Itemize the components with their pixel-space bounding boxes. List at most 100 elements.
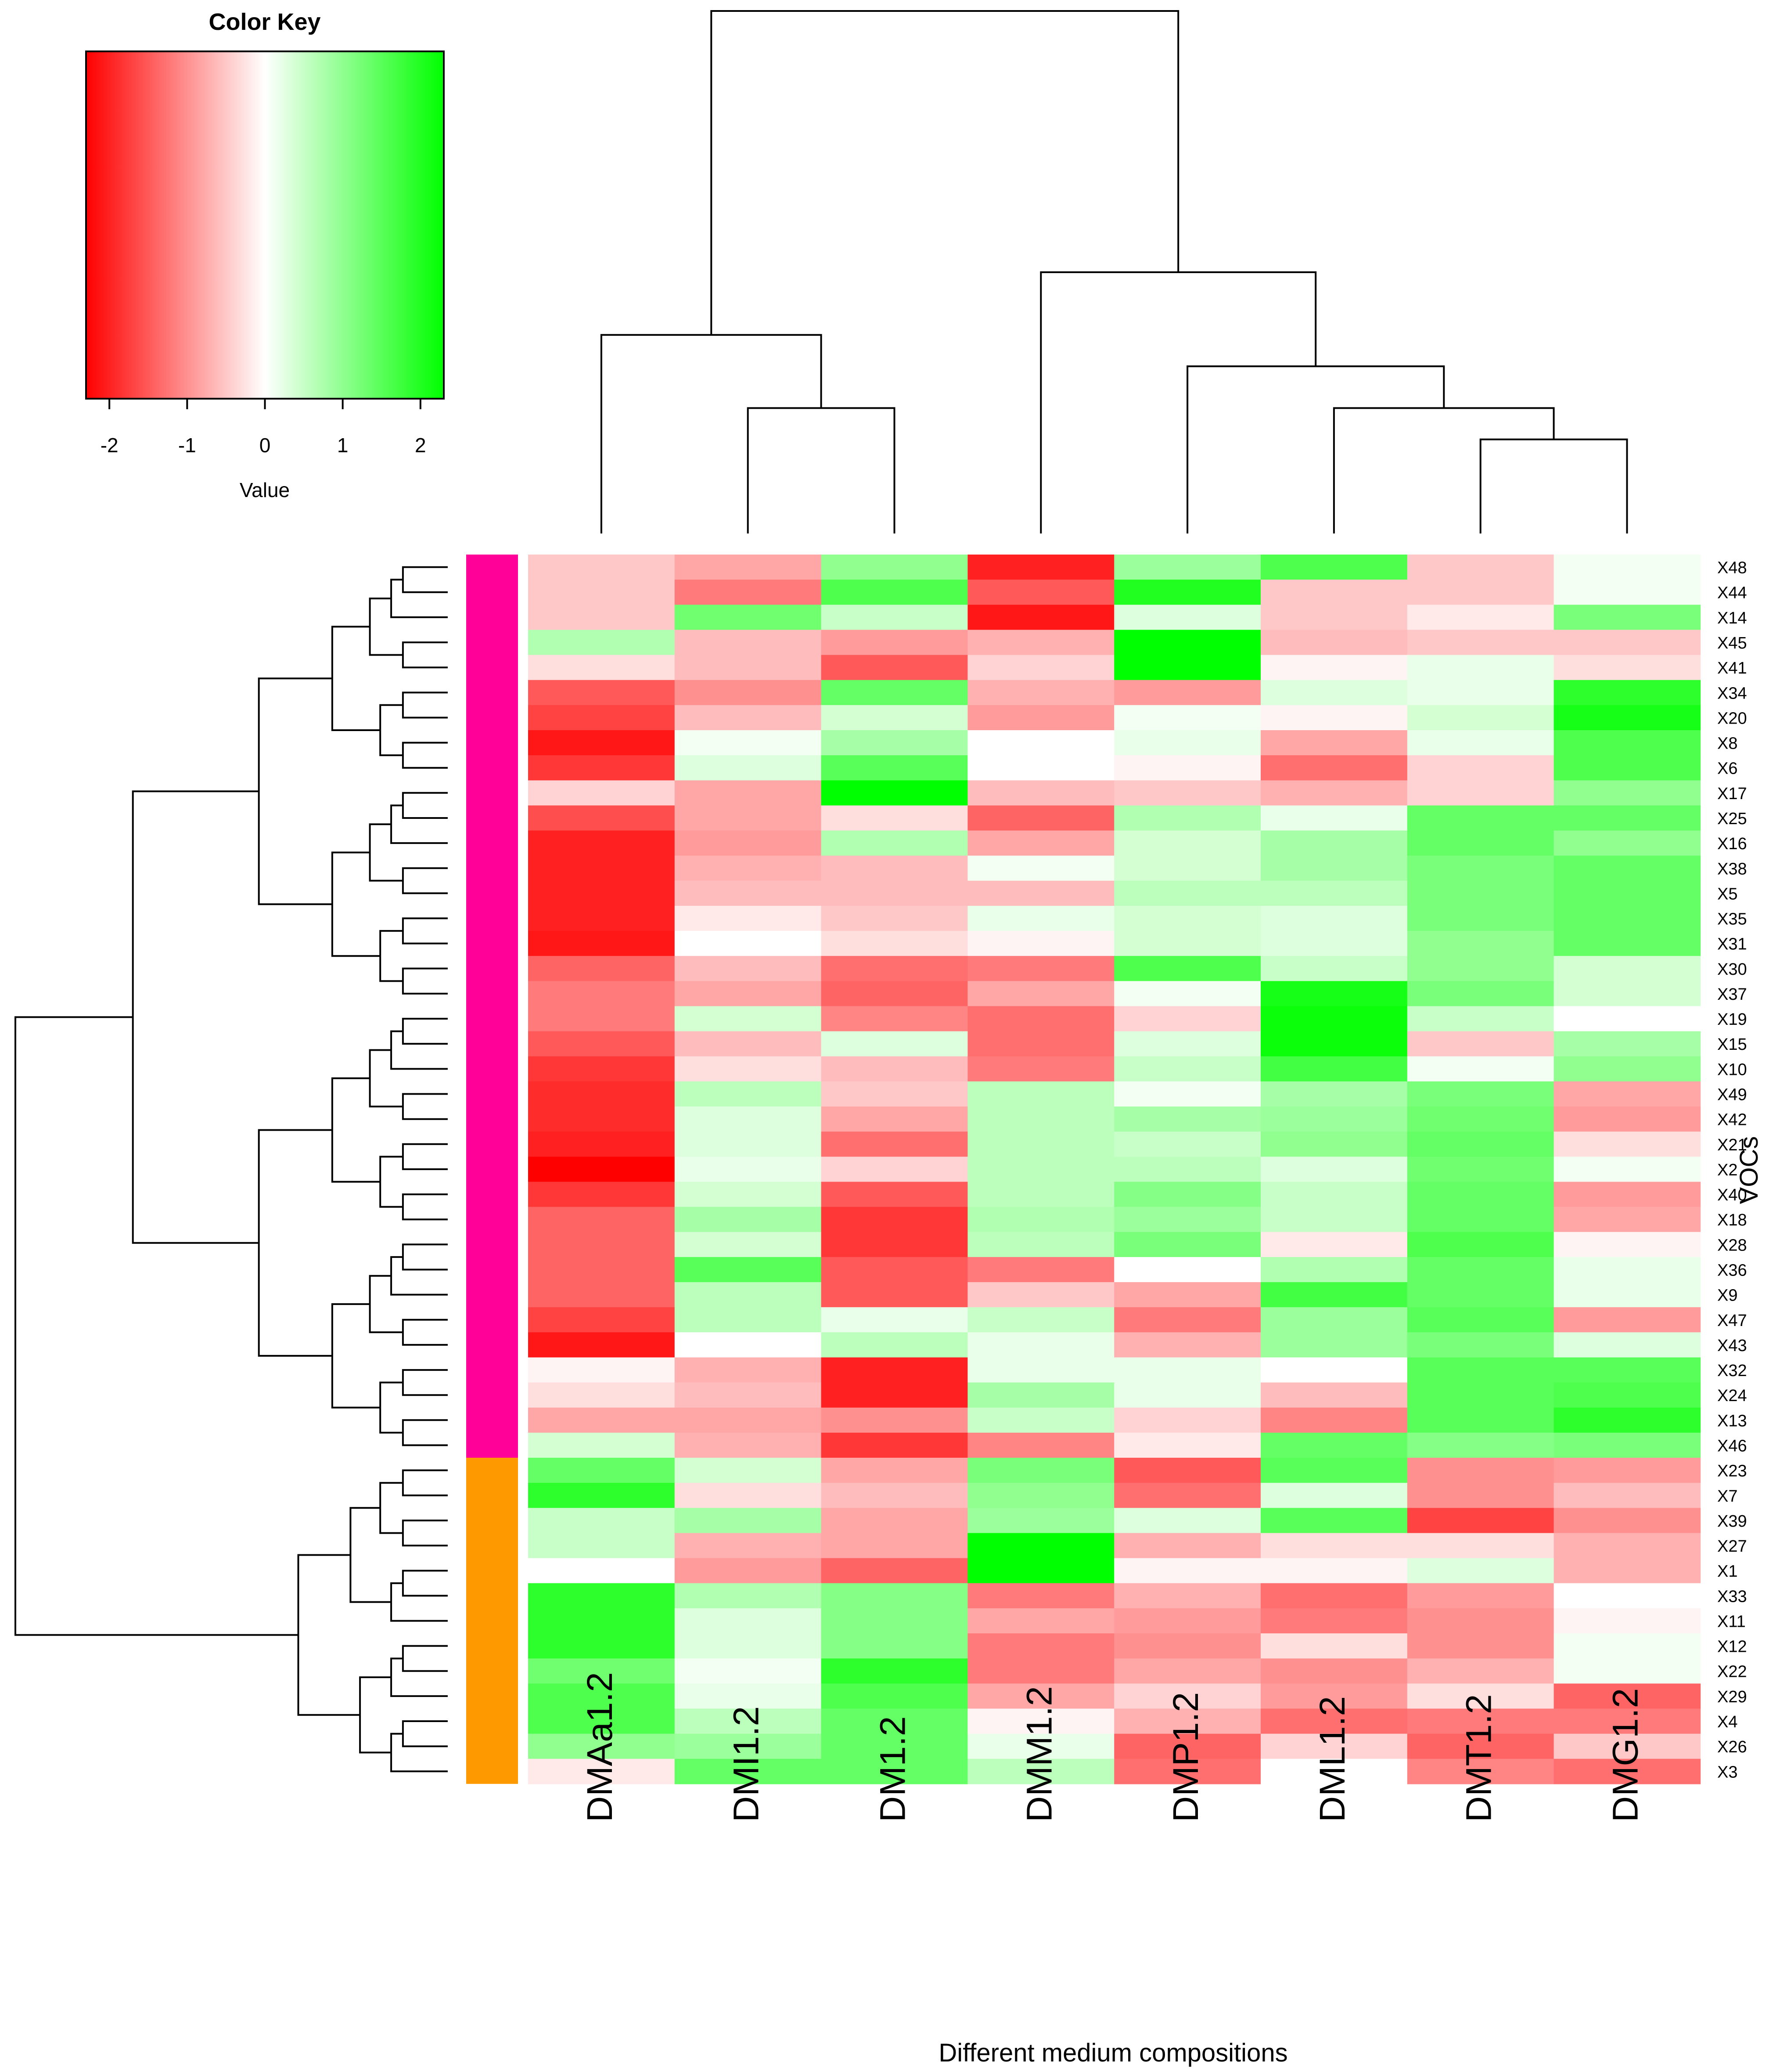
heatmap-cell-X46-DMT1.2: [1407, 1432, 1554, 1458]
heatmap-cell-X19-DM1.2: [821, 1006, 968, 1032]
heatmap-cell-X39-DMT1.2: [1407, 1508, 1554, 1534]
heatmap-cell-X47-DM1.2: [821, 1307, 968, 1333]
heatmap-cell-X29-DMAa1.2: [528, 1683, 675, 1709]
heatmap-cell-X40-DMG1.2: [1553, 1182, 1701, 1207]
heatmap-cell-X10-DMAa1.2: [528, 1056, 675, 1082]
color-key-tick-label: -1: [178, 434, 196, 457]
heatmap-cell-X42-DM1.2: [821, 1106, 968, 1132]
heatmap-cell-X23-DML1.2: [1261, 1458, 1408, 1483]
heatmap-cell-X11-DMAa1.2: [528, 1608, 675, 1634]
heatmap-cell-X3-DMI1.2: [674, 1758, 822, 1784]
x-axis-label: Different medium compositions: [939, 2039, 1287, 2067]
color-key-tick-label: -2: [101, 434, 119, 457]
heatmap-cell-X38-DMG1.2: [1553, 855, 1701, 881]
heatmap-cell-X1-DMAa1.2: [528, 1558, 675, 1584]
heatmap-cell-X5-DMI1.2: [674, 880, 822, 906]
heatmap-cell-X35-DMT1.2: [1407, 906, 1554, 931]
heatmap-cell-X36-DMM1.2: [967, 1257, 1115, 1283]
row-dendrogram-branch: [369, 1275, 403, 1333]
heatmap-cell-X26-DMT1.2: [1407, 1733, 1554, 1759]
heatmap-cell-X6-DML1.2: [1261, 755, 1408, 781]
heatmap-cell-X16-DM1.2: [821, 830, 968, 856]
heatmap-cell-X4-DM1.2: [821, 1708, 968, 1734]
heatmap-cell-X44-DMT1.2: [1407, 580, 1554, 605]
heatmap-cell-X12-DMP1.2: [1114, 1633, 1261, 1659]
row-dendrogram-branch: [402, 867, 448, 894]
color-key-tick-label: 0: [259, 434, 271, 457]
heatmap-cell-X4-DMP1.2: [1114, 1708, 1261, 1734]
heatmap-cell-X36-DMI1.2: [674, 1257, 822, 1283]
row-label: X12: [1717, 1638, 1747, 1656]
heatmap-cell-X8-DMG1.2: [1553, 730, 1701, 756]
heatmap-cell-X45-DMG1.2: [1553, 630, 1701, 656]
row-label: X21: [1717, 1136, 1747, 1154]
heatmap-cell-X41-DML1.2: [1261, 655, 1408, 681]
heatmap-cell-X29-DML1.2: [1261, 1683, 1408, 1709]
heatmap-cell-X5-DMG1.2: [1553, 880, 1701, 906]
row-label: X17: [1717, 785, 1747, 803]
row-dendrogram-branch: [402, 1570, 448, 1597]
heatmap-cell-X17-DMI1.2: [674, 780, 822, 806]
heatmap-cell-X5-DMT1.2: [1407, 880, 1554, 906]
row-dendrogram-branch: [402, 1093, 448, 1120]
heatmap-cell-X18-DMI1.2: [674, 1207, 822, 1232]
heatmap-cell-X22-DM1.2: [821, 1658, 968, 1684]
row-dendrogram-branch: [402, 1645, 448, 1672]
heatmap-cell-X18-DM1.2: [821, 1207, 968, 1232]
heatmap-cell-X43-DMAa1.2: [528, 1332, 675, 1358]
row-label: X13: [1717, 1412, 1747, 1430]
heatmap-cell-X35-DMAa1.2: [528, 906, 675, 931]
heatmap-cell-X15-DMM1.2: [967, 1031, 1115, 1057]
row-label: X39: [1717, 1512, 1747, 1531]
heatmap-cell-X30-DM1.2: [821, 956, 968, 982]
heatmap-cell-X11-DMT1.2: [1407, 1608, 1554, 1634]
color-key-xlabel: Value: [240, 479, 290, 501]
row-label: X18: [1717, 1211, 1747, 1229]
heatmap-cell-X5-DML1.2: [1261, 880, 1408, 906]
heatmap-cell-X34-DML1.2: [1261, 680, 1408, 706]
heatmap-cell-X35-DMG1.2: [1553, 906, 1701, 931]
heatmap-cell-X36-DMG1.2: [1553, 1257, 1701, 1283]
row-dendrogram-branch: [402, 1720, 448, 1748]
heatmap-cell-X37-DMAa1.2: [528, 981, 675, 1007]
heatmap-cell-X3-DMM1.2: [967, 1758, 1115, 1784]
row-group-cluster-2: [466, 1458, 518, 1784]
heatmap-cell-X10-DMM1.2: [967, 1056, 1115, 1082]
heatmap-cell-X41-DMG1.2: [1553, 655, 1701, 681]
heatmap-cell-X32-DMG1.2: [1553, 1357, 1701, 1383]
heatmap-cell-X26-DML1.2: [1261, 1733, 1408, 1759]
row-dendrogram-branch: [402, 1193, 448, 1221]
heatmap-cell-X43-DMG1.2: [1553, 1332, 1701, 1358]
heatmap-cell-X33-DM1.2: [821, 1583, 968, 1609]
color-key-ticks: -2 -1 0 1 2: [101, 399, 426, 457]
heatmap-cell-X9-DMM1.2: [967, 1282, 1115, 1308]
heatmap-cell-X4-DMG1.2: [1553, 1708, 1701, 1734]
heatmap-cell-X9-DM1.2: [821, 1282, 968, 1308]
heatmap-cell-X30-DML1.2: [1261, 956, 1408, 982]
heatmap-cell-X3-DMP1.2: [1114, 1758, 1261, 1784]
heatmap-cell-X17-DML1.2: [1261, 780, 1408, 806]
heatmap-cell-X12-DMM1.2: [967, 1633, 1115, 1659]
heatmap-cell-X10-DM1.2: [821, 1056, 968, 1082]
heatmap-cell-X23-DMG1.2: [1553, 1458, 1701, 1483]
heatmap-cell-X17-DM1.2: [821, 780, 968, 806]
heatmap-cell-X14-DMI1.2: [674, 605, 822, 631]
heatmap-cell-X37-DMT1.2: [1407, 981, 1554, 1007]
heatmap-cell-X19-DMI1.2: [674, 1006, 822, 1032]
row-label: X28: [1717, 1236, 1747, 1254]
heatmap-cell-X44-DMP1.2: [1114, 580, 1261, 605]
column-label: DMAa1.2: [580, 1672, 620, 1822]
heatmap-cell-X39-DMI1.2: [674, 1508, 822, 1534]
heatmap-cell-X26-DMI1.2: [674, 1733, 822, 1759]
heatmap-cell-X28-DMM1.2: [967, 1232, 1115, 1258]
heatmap-cell-X13-DMM1.2: [967, 1407, 1115, 1433]
heatmap-cell-X23-DMAa1.2: [528, 1458, 675, 1483]
heatmap-cell-X41-DMI1.2: [674, 655, 822, 681]
heatmap-cell-X21-DMT1.2: [1407, 1131, 1554, 1157]
heatmap-cell-X21-DM1.2: [821, 1131, 968, 1157]
heatmap-cell-X11-DM1.2: [821, 1608, 968, 1634]
heatmap-cell-X12-DMG1.2: [1553, 1633, 1701, 1659]
heatmap-cell-X33-DMI1.2: [674, 1583, 822, 1609]
heatmap-cell-X36-DM1.2: [821, 1257, 968, 1283]
heatmap-cell-X19-DMM1.2: [967, 1006, 1115, 1032]
